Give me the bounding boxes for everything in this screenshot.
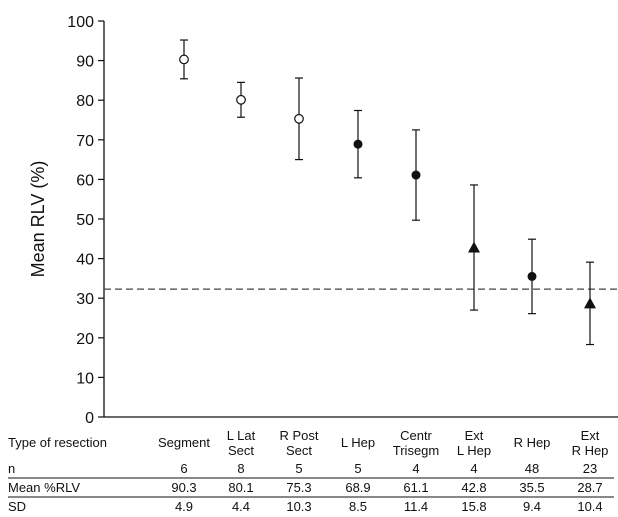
y-tick-label: 80 bbox=[76, 93, 94, 110]
category-label: L Hep bbox=[341, 435, 375, 450]
table-cell: 10.3 bbox=[286, 499, 311, 514]
table-cell: 5 bbox=[354, 461, 361, 476]
table-cell: 68.9 bbox=[345, 480, 370, 495]
y-tick-label: 100 bbox=[67, 14, 94, 31]
table-cell: 23 bbox=[583, 461, 597, 476]
category-label: Sect bbox=[286, 443, 312, 458]
y-tick-label: 50 bbox=[76, 212, 94, 229]
data-point-open-circle bbox=[179, 54, 189, 65]
table-cell: 15.8 bbox=[461, 499, 486, 514]
table-cell: 8.5 bbox=[349, 499, 367, 514]
table-row-label: n bbox=[8, 461, 15, 476]
category-label: Ext bbox=[465, 428, 484, 443]
table-cell: 4 bbox=[412, 461, 419, 476]
table-cell: 48 bbox=[525, 461, 539, 476]
table-cell: 35.5 bbox=[519, 480, 544, 495]
table-cell: 4 bbox=[470, 461, 477, 476]
table-cell: 9.4 bbox=[523, 499, 541, 514]
table-cell: 61.1 bbox=[403, 480, 428, 495]
data-point-filled-triangle bbox=[468, 241, 480, 253]
y-tick-label: 20 bbox=[76, 331, 94, 348]
y-tick-label: 70 bbox=[76, 133, 94, 150]
data-point-filled-triangle bbox=[584, 297, 596, 309]
table-cell: 80.1 bbox=[228, 480, 253, 495]
data-series bbox=[179, 39, 596, 346]
data-point-filled-circle bbox=[411, 170, 421, 180]
data-point-filled-circle bbox=[353, 139, 363, 149]
category-label: Centr bbox=[400, 428, 432, 443]
category-label: Segment bbox=[158, 435, 210, 450]
data-point-open-circle bbox=[236, 94, 246, 105]
y-tick-label: 90 bbox=[76, 54, 94, 71]
table-cell: 10.4 bbox=[577, 499, 602, 514]
table-cell: 42.8 bbox=[461, 480, 486, 495]
y-axis-ticks: 0 10 20 30 40 50 60 70 80 90 100 bbox=[67, 14, 104, 427]
category-label: Trisegm bbox=[393, 443, 439, 458]
y-axis-title: Mean RLV (%) bbox=[28, 161, 48, 278]
table-cell: 90.3 bbox=[171, 480, 196, 495]
table-header-label: Type of resection bbox=[8, 435, 107, 450]
data-point-open-circle bbox=[294, 113, 304, 124]
table-cell: 5 bbox=[295, 461, 302, 476]
table-cell: 4.9 bbox=[175, 499, 193, 514]
table-cell: 4.4 bbox=[232, 499, 250, 514]
table-cell: 6 bbox=[180, 461, 187, 476]
data-point-filled-circle bbox=[527, 271, 537, 281]
table-cell: 11.4 bbox=[404, 499, 428, 514]
table-cell: 75.3 bbox=[286, 480, 311, 495]
y-tick-label: 0 bbox=[85, 410, 94, 427]
category-label: Ext bbox=[581, 428, 600, 443]
table-cell: 28.7 bbox=[577, 480, 602, 495]
category-label: Sect bbox=[228, 443, 254, 458]
y-tick-label: 30 bbox=[76, 291, 94, 308]
y-tick-label: 40 bbox=[76, 252, 94, 269]
category-label: R Hep bbox=[514, 435, 551, 450]
category-label: R Hep bbox=[572, 443, 609, 458]
category-label: L Hep bbox=[457, 443, 491, 458]
table-row-label: SD bbox=[8, 499, 26, 514]
table-row-label: Mean %RLV bbox=[8, 480, 80, 495]
category-label: L Lat bbox=[227, 428, 256, 443]
category-label: R Post bbox=[279, 428, 318, 443]
table-cell: 8 bbox=[237, 461, 244, 476]
y-tick-label: 60 bbox=[76, 172, 94, 189]
y-tick-label: 10 bbox=[76, 370, 94, 387]
